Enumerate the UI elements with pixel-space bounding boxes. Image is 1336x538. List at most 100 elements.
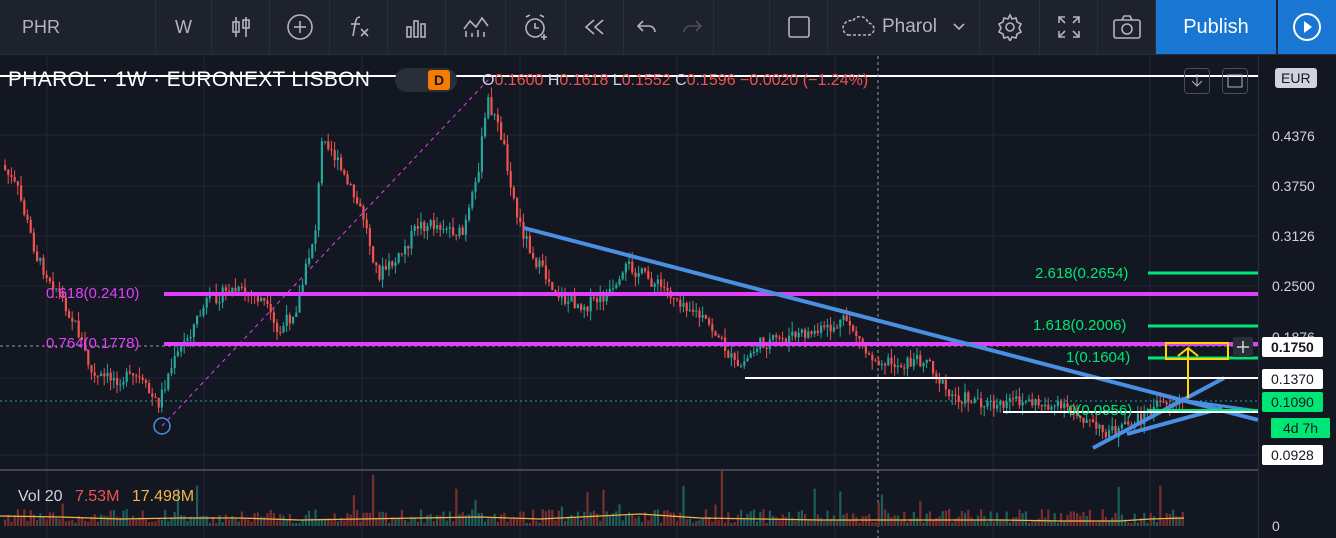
candle-body bbox=[948, 389, 951, 397]
volume-bar bbox=[1156, 522, 1159, 526]
volume-bar bbox=[768, 510, 771, 526]
candle-body bbox=[1024, 400, 1027, 403]
publish-button[interactable]: Publish bbox=[1156, 0, 1276, 54]
financials-button[interactable] bbox=[388, 0, 446, 54]
candle-body bbox=[330, 148, 333, 151]
candle-body bbox=[826, 324, 829, 328]
volume-bar bbox=[314, 509, 317, 526]
interval-label: W bbox=[175, 16, 192, 37]
volume-bar bbox=[640, 522, 643, 526]
redo-button[interactable] bbox=[670, 0, 714, 54]
volume-bar bbox=[1018, 509, 1021, 526]
candle-body bbox=[679, 299, 682, 307]
candle-body bbox=[858, 336, 861, 339]
candle-body bbox=[576, 304, 579, 309]
rewind-icon bbox=[584, 19, 604, 35]
candle-body bbox=[1101, 424, 1104, 433]
volume-bar bbox=[1162, 519, 1165, 526]
candle-body bbox=[765, 347, 768, 349]
interval-button[interactable]: W bbox=[156, 0, 212, 54]
volume-bar bbox=[928, 511, 931, 526]
currency-badge[interactable]: EUR bbox=[1275, 68, 1317, 88]
candle-body bbox=[820, 325, 823, 333]
collapse-pane-button[interactable] bbox=[1184, 68, 1210, 94]
candle-body bbox=[813, 330, 816, 334]
candle-body bbox=[941, 379, 944, 384]
templates-button[interactable] bbox=[446, 0, 506, 54]
candle-body bbox=[1060, 400, 1063, 409]
candle-body bbox=[631, 261, 634, 273]
volume-bar bbox=[932, 520, 935, 526]
maximize-pane-button[interactable] bbox=[1222, 68, 1248, 94]
candle-body bbox=[672, 297, 675, 299]
layout-button[interactable] bbox=[770, 0, 828, 54]
snapshot-button[interactable] bbox=[1098, 0, 1156, 54]
candle-body bbox=[890, 357, 893, 365]
volume-bar bbox=[45, 519, 48, 526]
candle-body bbox=[122, 381, 125, 385]
chart-layout-menu[interactable]: Pharol bbox=[828, 0, 980, 54]
volume-bar bbox=[404, 519, 407, 526]
volume-bar bbox=[589, 512, 592, 526]
volume-bar bbox=[132, 515, 135, 526]
replay-button[interactable] bbox=[566, 0, 624, 54]
chart-canvas[interactable] bbox=[0, 56, 1258, 538]
candle-body bbox=[980, 398, 983, 408]
volume-bar bbox=[714, 504, 717, 526]
volume-bar bbox=[541, 509, 544, 526]
candle-body bbox=[436, 225, 439, 229]
candle-body bbox=[68, 311, 71, 318]
volume-bar bbox=[445, 520, 448, 526]
fib-trend-line bbox=[161, 77, 491, 427]
volume-bar bbox=[26, 520, 29, 526]
candle-body bbox=[61, 291, 64, 298]
candle-body bbox=[698, 310, 701, 318]
fullscreen-button[interactable] bbox=[1040, 0, 1098, 54]
candle-body bbox=[160, 389, 163, 408]
last-price-badge: 0.1090 bbox=[1262, 392, 1323, 412]
candle-body bbox=[263, 297, 266, 301]
candle-body bbox=[151, 393, 154, 397]
settings-button[interactable] bbox=[980, 0, 1040, 54]
volume-bar bbox=[436, 515, 439, 526]
candle-body bbox=[1069, 407, 1072, 411]
play-button[interactable] bbox=[1278, 0, 1336, 54]
volume-bar bbox=[119, 517, 122, 526]
candle-body bbox=[48, 277, 51, 282]
volume-bar bbox=[1015, 517, 1018, 526]
candle-body bbox=[528, 236, 531, 253]
volume-bar bbox=[295, 522, 298, 526]
volume-bar bbox=[698, 520, 701, 526]
candle-body bbox=[135, 375, 138, 377]
candle-body bbox=[484, 117, 487, 137]
candle-body bbox=[340, 157, 343, 171]
ohlc-readout: O0.1600 H0.1618 L0.1552 C0.1596 −0.0020 … bbox=[482, 72, 868, 90]
candle-body bbox=[596, 298, 599, 303]
volume-bar bbox=[432, 521, 435, 526]
candle-body bbox=[218, 302, 221, 304]
chart-type-button[interactable] bbox=[212, 0, 270, 54]
candle-body bbox=[1037, 398, 1040, 406]
volume-bar bbox=[890, 517, 893, 526]
candle-body bbox=[788, 335, 791, 343]
candle-body bbox=[1018, 396, 1021, 406]
volume-bar bbox=[269, 509, 272, 526]
compare-button[interactable] bbox=[270, 0, 330, 54]
undo-button[interactable] bbox=[624, 0, 670, 54]
candle-body bbox=[308, 257, 311, 264]
volume-bar bbox=[826, 510, 829, 526]
volume-bar bbox=[948, 509, 951, 526]
volume-bar bbox=[788, 511, 791, 526]
candle-body bbox=[1047, 404, 1050, 410]
symbol-search[interactable]: PHR bbox=[0, 0, 156, 54]
volume-bar bbox=[1005, 511, 1008, 526]
candle-body bbox=[132, 373, 135, 376]
candle-body bbox=[445, 228, 448, 230]
volume-bar bbox=[1069, 511, 1072, 526]
dividend-badge[interactable]: D bbox=[428, 70, 450, 90]
indicators-button[interactable] bbox=[330, 0, 388, 54]
alert-button[interactable] bbox=[506, 0, 566, 54]
candle-body bbox=[324, 141, 327, 143]
candle-body bbox=[519, 217, 522, 223]
candle-body bbox=[189, 336, 192, 339]
